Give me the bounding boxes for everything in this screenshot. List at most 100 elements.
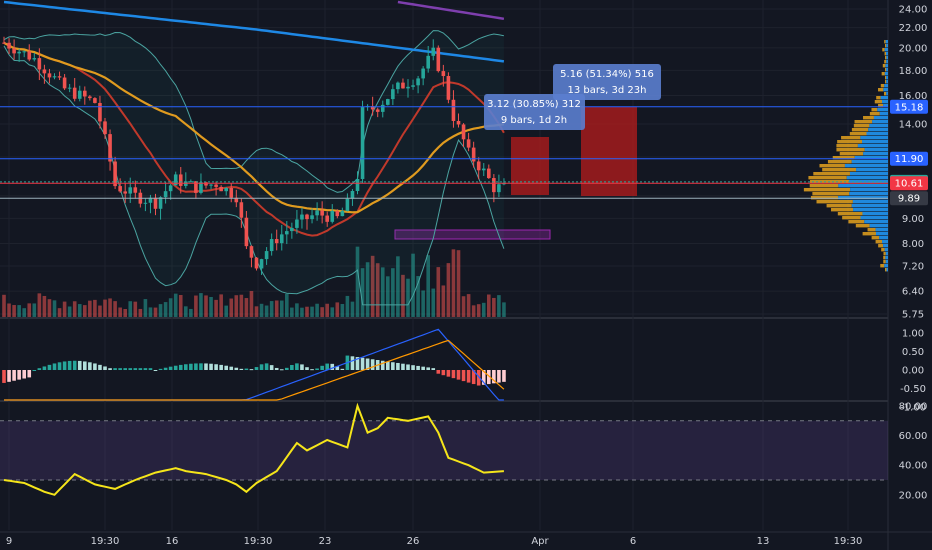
macd-histogram-bar xyxy=(118,368,122,370)
macd-histogram-bar xyxy=(456,370,461,380)
profile-bar-up xyxy=(873,116,888,120)
profile-bar-down xyxy=(878,244,884,248)
macd-histogram-bar xyxy=(487,370,491,385)
candle-body xyxy=(204,182,208,186)
profile-bar-down xyxy=(839,152,864,156)
volume-bar xyxy=(214,299,218,317)
profile-bar-down xyxy=(885,56,887,60)
profile-bar-up xyxy=(852,200,888,204)
profile-bar-down xyxy=(836,144,858,148)
volume-bar xyxy=(148,307,153,317)
profile-bar-down xyxy=(880,84,885,88)
macd-histogram-bar xyxy=(62,361,67,370)
profile-bar-up xyxy=(886,76,888,80)
profile-bar-up xyxy=(883,244,888,248)
macd-histogram-bar xyxy=(32,370,37,371)
volume-bar xyxy=(7,303,11,317)
profile-bar-down xyxy=(810,196,839,200)
macd-histogram-bar xyxy=(340,368,345,370)
rsi-pane[interactable] xyxy=(0,402,888,496)
candle-body xyxy=(17,51,21,54)
candle-body xyxy=(461,124,466,140)
macd-histogram-bar xyxy=(466,370,471,383)
candle-body xyxy=(451,99,456,121)
candle-body xyxy=(113,161,117,187)
price-tick-label: 14.00 xyxy=(899,120,928,131)
price-tick-label: 6.40 xyxy=(902,287,924,298)
purple-zone-box[interactable] xyxy=(394,229,551,240)
measure-annotation-1[interactable]: 3.12 (30.85%) 312 9 bars, 1d 2h xyxy=(484,94,585,130)
macd-histogram-bar xyxy=(421,366,425,370)
volume-bar xyxy=(360,268,365,317)
volume-bar xyxy=(168,298,173,317)
profile-bar-up xyxy=(875,228,888,232)
price-tick-label: 5.75 xyxy=(902,310,924,321)
macd-pane[interactable] xyxy=(2,328,506,401)
macd-histogram-bar xyxy=(219,364,223,370)
volume-bar xyxy=(345,295,350,317)
candle-body xyxy=(148,197,153,203)
macd-axis[interactable]: 1.00 0.50 0.00 -0.50 -1.00 xyxy=(900,329,926,414)
price-tick-label: 24.00 xyxy=(899,5,928,16)
profile-bar-up xyxy=(885,256,888,260)
volume-bar xyxy=(441,285,446,317)
candle-body xyxy=(446,76,451,100)
macd-histogram-bar xyxy=(209,363,213,370)
profile-bar-down xyxy=(819,164,845,168)
macd-histogram-bar xyxy=(158,368,163,370)
macd-histogram-bar xyxy=(497,370,501,383)
annotation-1-line1: 3.12 (30.85%) 312 xyxy=(487,99,581,110)
candle-body xyxy=(219,186,223,192)
candle-body xyxy=(77,90,82,99)
candle-body xyxy=(274,239,279,244)
ma-slow xyxy=(3,0,505,63)
macd-histogram-bar xyxy=(52,363,57,370)
macd-histogram-bar xyxy=(184,364,188,370)
profile-bar-up xyxy=(857,144,888,148)
profile-bar-down xyxy=(885,80,887,84)
measure-annotation-2[interactable]: 5.16 (51.34%) 516 13 bars, 3d 23h xyxy=(553,64,661,100)
price-badge-label: 11.90 xyxy=(895,154,924,165)
profile-bar-down xyxy=(863,116,874,120)
candle-body xyxy=(380,104,385,112)
volume-bar xyxy=(481,302,486,317)
measure-zone-2[interactable] xyxy=(581,107,637,196)
volume-bar xyxy=(421,290,425,317)
profile-bar-down xyxy=(883,92,887,96)
volume-bar xyxy=(264,305,269,317)
candlesticks xyxy=(2,36,506,275)
macd-histogram-bar xyxy=(27,370,32,378)
candle-body xyxy=(350,190,355,199)
volume-bar xyxy=(476,304,481,317)
rsi-axis[interactable]: 80.00 60.00 40.00 20.00 xyxy=(899,402,928,502)
measure-zone-1[interactable] xyxy=(511,137,549,195)
profile-bar-up xyxy=(849,192,888,196)
macd-histogram-bar xyxy=(47,364,52,370)
volume-bar xyxy=(52,300,57,317)
price-pane[interactable] xyxy=(0,0,888,317)
volume-bar xyxy=(279,300,284,317)
macd-histogram-bar xyxy=(481,370,486,385)
candle-body xyxy=(57,76,62,78)
rsi-tick-label: 20.00 xyxy=(899,490,928,501)
profile-bar-down xyxy=(885,268,887,272)
price-tick-label: 18.00 xyxy=(899,66,928,77)
profile-bar-down xyxy=(837,140,863,144)
candle-body xyxy=(229,187,234,198)
candle-body xyxy=(264,251,269,260)
time-axis[interactable]: 9 19:30 16 19:30 23 26 Apr 6 13 19:30 xyxy=(6,536,863,547)
candle-body xyxy=(168,185,173,192)
candle-body xyxy=(189,181,193,183)
volume-bar xyxy=(173,293,178,317)
macd-histogram-bar xyxy=(406,364,410,370)
candle-body xyxy=(67,87,72,89)
profile-bar-down xyxy=(827,160,852,164)
macd-histogram-bar xyxy=(355,357,360,370)
profile-bar-down xyxy=(831,208,854,212)
horizontal-levels[interactable] xyxy=(0,106,888,199)
macd-histogram-bar xyxy=(259,364,264,370)
candle-body xyxy=(325,215,329,222)
profile-bar-down xyxy=(803,188,851,192)
profile-bar-up xyxy=(886,60,888,64)
